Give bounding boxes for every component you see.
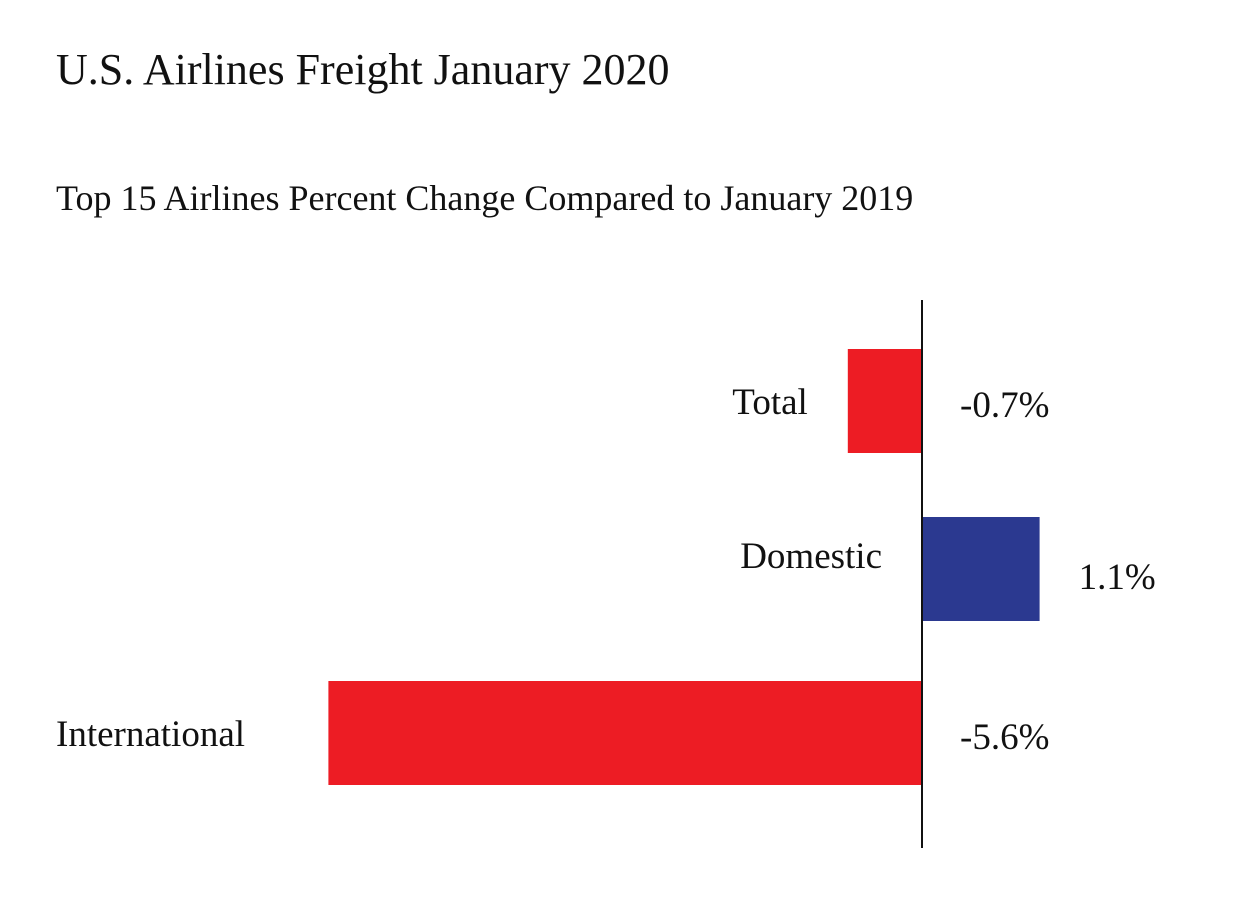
bar-international xyxy=(328,681,922,785)
value-label-international: -5.6% xyxy=(960,717,1049,758)
value-label-total: -0.7% xyxy=(960,385,1049,426)
category-label-domestic: Domestic xyxy=(740,536,882,577)
category-label-international: International xyxy=(56,714,245,755)
chart-subtitle: Top 15 Airlines Percent Change Compared … xyxy=(56,178,914,218)
bars-layer xyxy=(328,349,1040,785)
category-label-total: Total xyxy=(732,382,808,423)
bar-domestic xyxy=(923,517,1040,621)
chart-title: U.S. Airlines Freight January 2020 xyxy=(56,45,670,94)
bar-total xyxy=(847,349,922,453)
value-label-domestic: 1.1% xyxy=(1079,557,1156,598)
labels-layer: Total -0.7% Domestic 1.1% International -5.6% xyxy=(56,382,1156,758)
